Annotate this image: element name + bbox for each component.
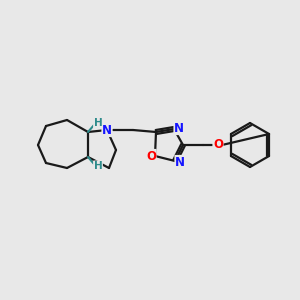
Text: N: N	[175, 155, 185, 169]
Text: H: H	[94, 118, 102, 128]
Text: O: O	[146, 149, 156, 163]
Text: O: O	[213, 139, 223, 152]
Text: N: N	[102, 124, 112, 136]
Text: N: N	[174, 122, 184, 134]
Text: H: H	[94, 161, 102, 171]
